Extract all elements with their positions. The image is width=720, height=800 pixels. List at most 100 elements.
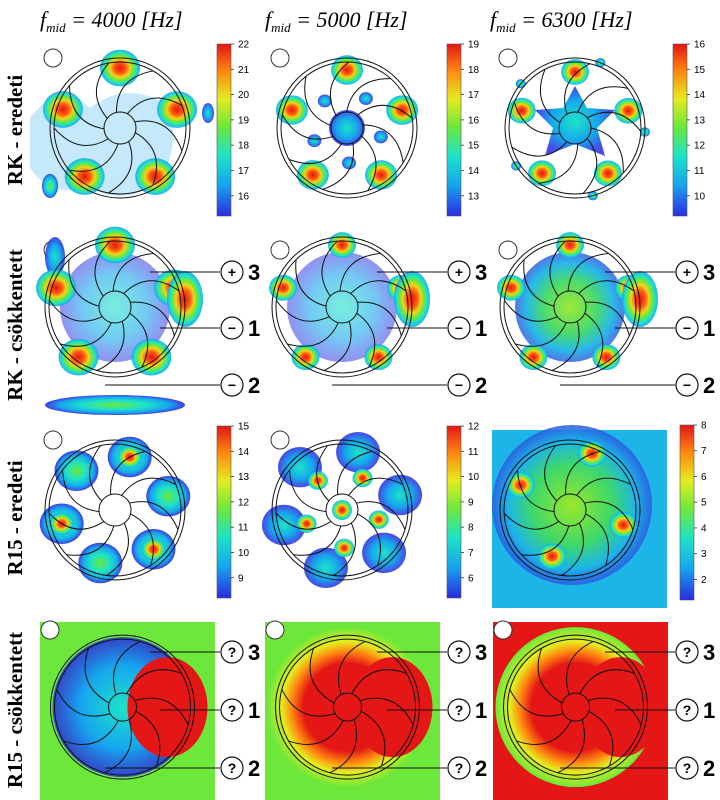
rotor-blade: [587, 111, 642, 132]
reference-circle: [498, 240, 518, 260]
marker-circle: [447, 698, 471, 722]
marker-sign: ?: [683, 702, 692, 718]
marker-sign: ?: [683, 644, 692, 660]
source-spot: [528, 160, 557, 187]
source-spot: [332, 500, 352, 520]
source-spot: [131, 338, 172, 376]
rotor-blade: [585, 301, 630, 336]
rotor-ring: [504, 57, 646, 199]
rotor-blade: [521, 525, 570, 556]
colorbar-tick-label: 12: [694, 141, 706, 152]
marker-label: 3: [703, 640, 715, 665]
colorbar-0: 22 21 20 19 18 17 16: [216, 40, 250, 217]
rotor-blade: [129, 501, 179, 530]
rotor-blade: [123, 280, 180, 294]
colorbar-tick-label: 17: [238, 166, 250, 177]
rotor-blade: [304, 76, 332, 127]
colorbar-tick-label: 18: [238, 141, 250, 152]
colorbar-tick-label: 21: [238, 65, 250, 76]
rotor-blade: [48, 299, 103, 322]
colorbar-tick-label: 5: [701, 498, 707, 509]
marker-circle: [447, 640, 471, 664]
rotor-hub: [108, 692, 137, 722]
colorbar-tick-label: 18: [468, 65, 480, 76]
marker-set-1-2: +3− 1− 2: [560, 260, 715, 398]
rotor-blade: [135, 710, 161, 767]
rotor-blade: [288, 720, 344, 745]
rotor-blade: [348, 477, 404, 496]
colorbar-tick-label: 12: [468, 422, 480, 433]
rotor-blade: [584, 501, 634, 530]
source-spot: [307, 134, 322, 148]
rotor-blade: [113, 641, 141, 695]
colorbar-tick-label: 4: [701, 523, 707, 534]
colorbars: 2221201918171619181716151413161514131211…: [216, 40, 707, 601]
source-spot: [42, 91, 83, 128]
rotor-blade: [538, 143, 579, 184]
rotor-blade: [288, 469, 327, 513]
rotor-blade: [551, 321, 580, 371]
source-spot: [303, 547, 348, 589]
rotor-ring: [499, 439, 641, 581]
colorbar-tick-label: 17: [468, 90, 480, 101]
rotor-blade: [576, 477, 632, 496]
reference-circle: [270, 240, 290, 260]
rotor-hub: [325, 290, 359, 324]
rotor-blade: [84, 647, 110, 704]
source-spot: [352, 468, 373, 488]
source-spot: [296, 514, 317, 534]
colorbar-tick-label: 8: [701, 421, 707, 432]
rotor-blade: [295, 259, 327, 307]
row-label-r15-eredeti: R15 - eredeti: [3, 460, 27, 575]
marker-sign: −: [228, 377, 236, 393]
rotor-ring-inner: [275, 443, 409, 577]
source-spot: [275, 95, 308, 125]
colorbar-tick-label: 16: [468, 115, 480, 126]
central-field: [492, 425, 652, 585]
colorbar-gradient: [446, 425, 462, 599]
colorbar-gradient: [216, 425, 232, 599]
colorbar-tick-label: 3: [701, 549, 707, 560]
colorbar-tick-label: 8: [468, 523, 474, 534]
source-spot: [100, 49, 141, 87]
rotor-blade: [566, 641, 594, 695]
marker-circle: [220, 640, 244, 664]
rotor-blade: [351, 669, 407, 694]
marker-label: 3: [475, 640, 487, 665]
rotor-blade: [95, 62, 110, 119]
column-header-5000: fmid = 5000 [Hz]: [265, 7, 408, 35]
rotor-blade: [293, 525, 342, 556]
marker-circle: [447, 260, 471, 284]
rotor-blade: [121, 477, 177, 496]
source-spot: [556, 232, 585, 258]
rotor-blade: [329, 719, 357, 774]
central-field: [287, 252, 397, 362]
source-spot: [95, 226, 136, 264]
source-spot: [317, 94, 332, 108]
marker-circle: [675, 698, 699, 722]
colorbar-tick-label: 9: [468, 497, 474, 508]
row-labels: RK - eredeti RK - csökkentett R15 - ered…: [3, 75, 27, 789]
marker-circle: [675, 640, 699, 664]
reference-circle: [498, 48, 518, 68]
rotor-blade: [115, 70, 154, 113]
dominant-source: [352, 657, 433, 758]
source-spot: [331, 55, 364, 85]
source-spot: [328, 232, 357, 258]
reference-circle: [270, 430, 290, 450]
panel-rk-eredeti-1: [270, 48, 419, 199]
marker-circle: [447, 316, 471, 340]
colorbar-tick-label: 11: [468, 447, 479, 458]
rotor-ring-inner: [503, 443, 637, 577]
colorbar-tick-label: 14: [694, 90, 706, 101]
colorbar-tick-label: 13: [238, 472, 250, 483]
reference-circle: [493, 620, 513, 640]
rotor-ring: [503, 634, 648, 780]
rotor-ring: [499, 236, 641, 378]
colorbar-tick-label: 14: [238, 447, 250, 458]
colorbar-1: 19 18 17 16 15 14 13: [446, 40, 480, 217]
colorbar-tick-label: 16: [238, 191, 250, 202]
source-spot: [58, 338, 99, 376]
rotor-ring: [276, 57, 418, 199]
